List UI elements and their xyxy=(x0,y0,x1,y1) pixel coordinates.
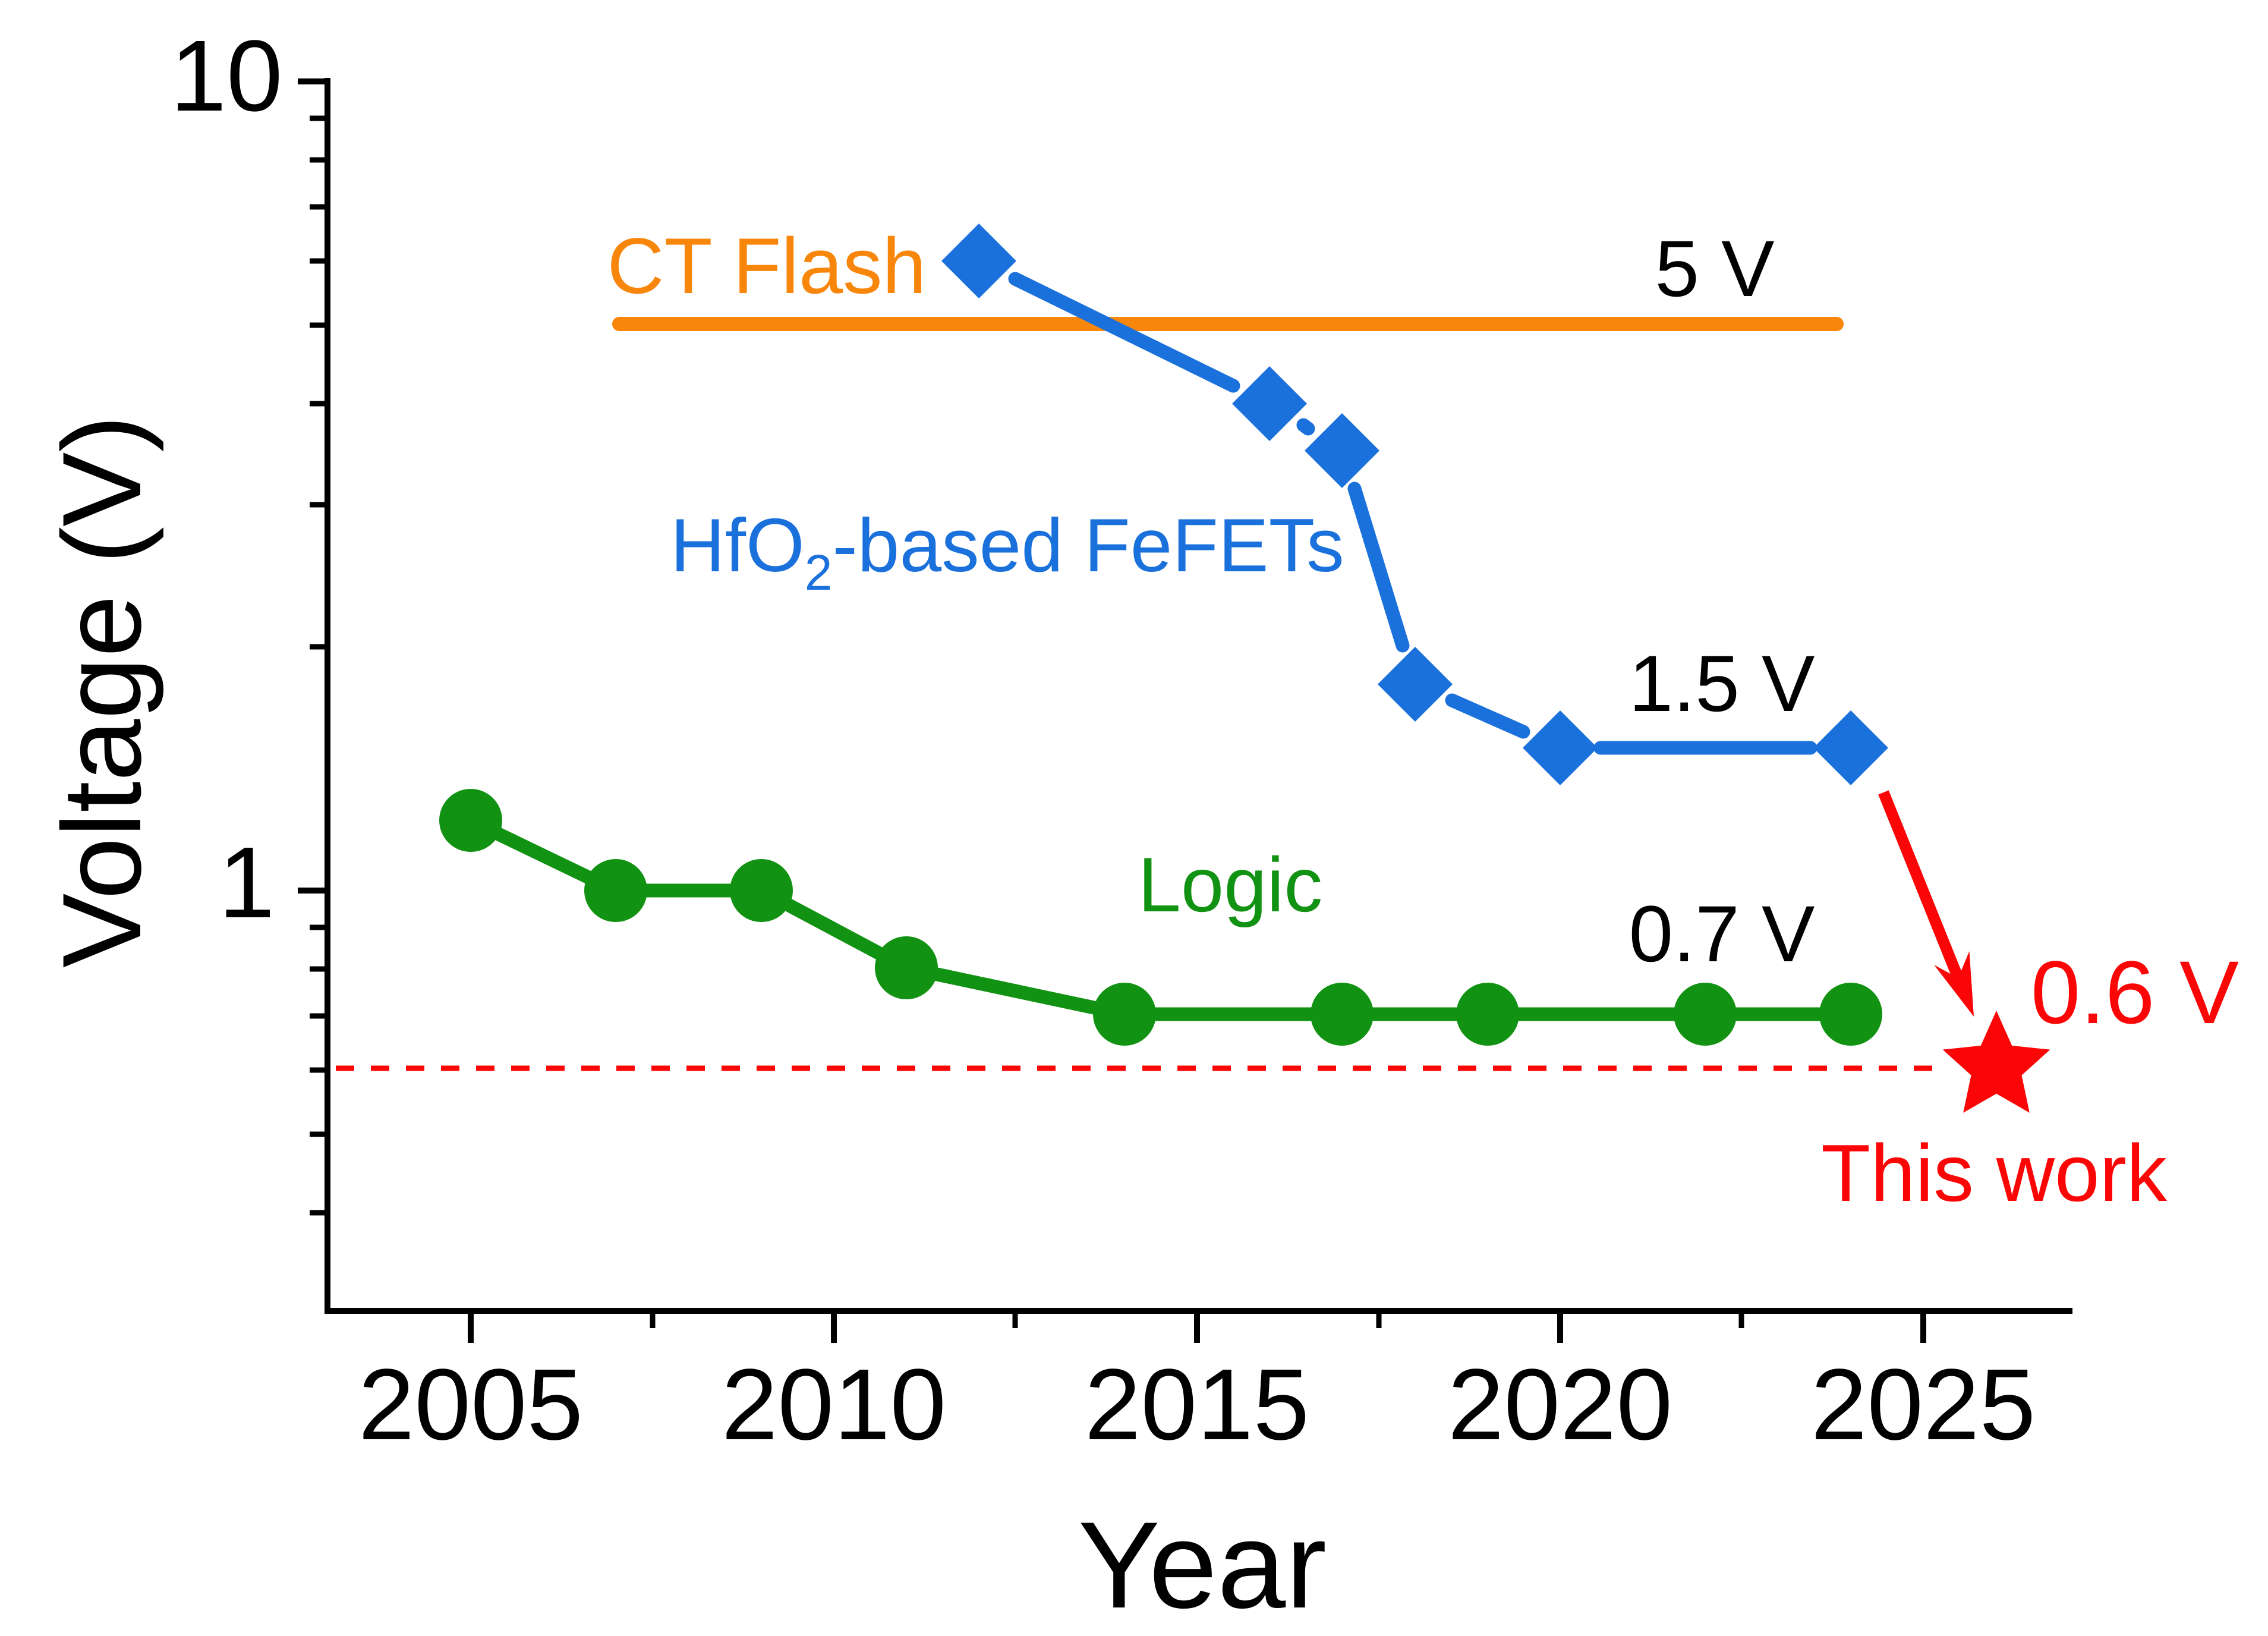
svg-text:Logic: Logic xyxy=(1138,841,1323,928)
svg-text:This work: This work xyxy=(1821,1128,2168,1218)
svg-text:CT Flash: CT Flash xyxy=(607,222,926,310)
svg-text:2025: 2025 xyxy=(1811,1348,2036,1461)
svg-text:0.6 V: 0.6 V xyxy=(2031,942,2239,1042)
svg-text:10: 10 xyxy=(170,20,282,133)
svg-text:1.5 V: 1.5 V xyxy=(1629,640,1815,728)
svg-text:0.7 V: 0.7 V xyxy=(1629,890,1815,979)
svg-text:5 V: 5 V xyxy=(1655,225,1774,313)
svg-text:2020: 2020 xyxy=(1448,1348,1672,1461)
svg-text:Voltage (V): Voltage (V) xyxy=(39,415,164,968)
svg-text:2005: 2005 xyxy=(358,1348,583,1461)
svg-text:2015: 2015 xyxy=(1085,1348,1309,1461)
svg-text:Year: Year xyxy=(1078,1496,1327,1634)
svg-text:1: 1 xyxy=(219,826,275,939)
svg-text:HfO2-based FeFETs: HfO2-based FeFETs xyxy=(670,503,1344,600)
svg-text:2010: 2010 xyxy=(722,1348,946,1461)
